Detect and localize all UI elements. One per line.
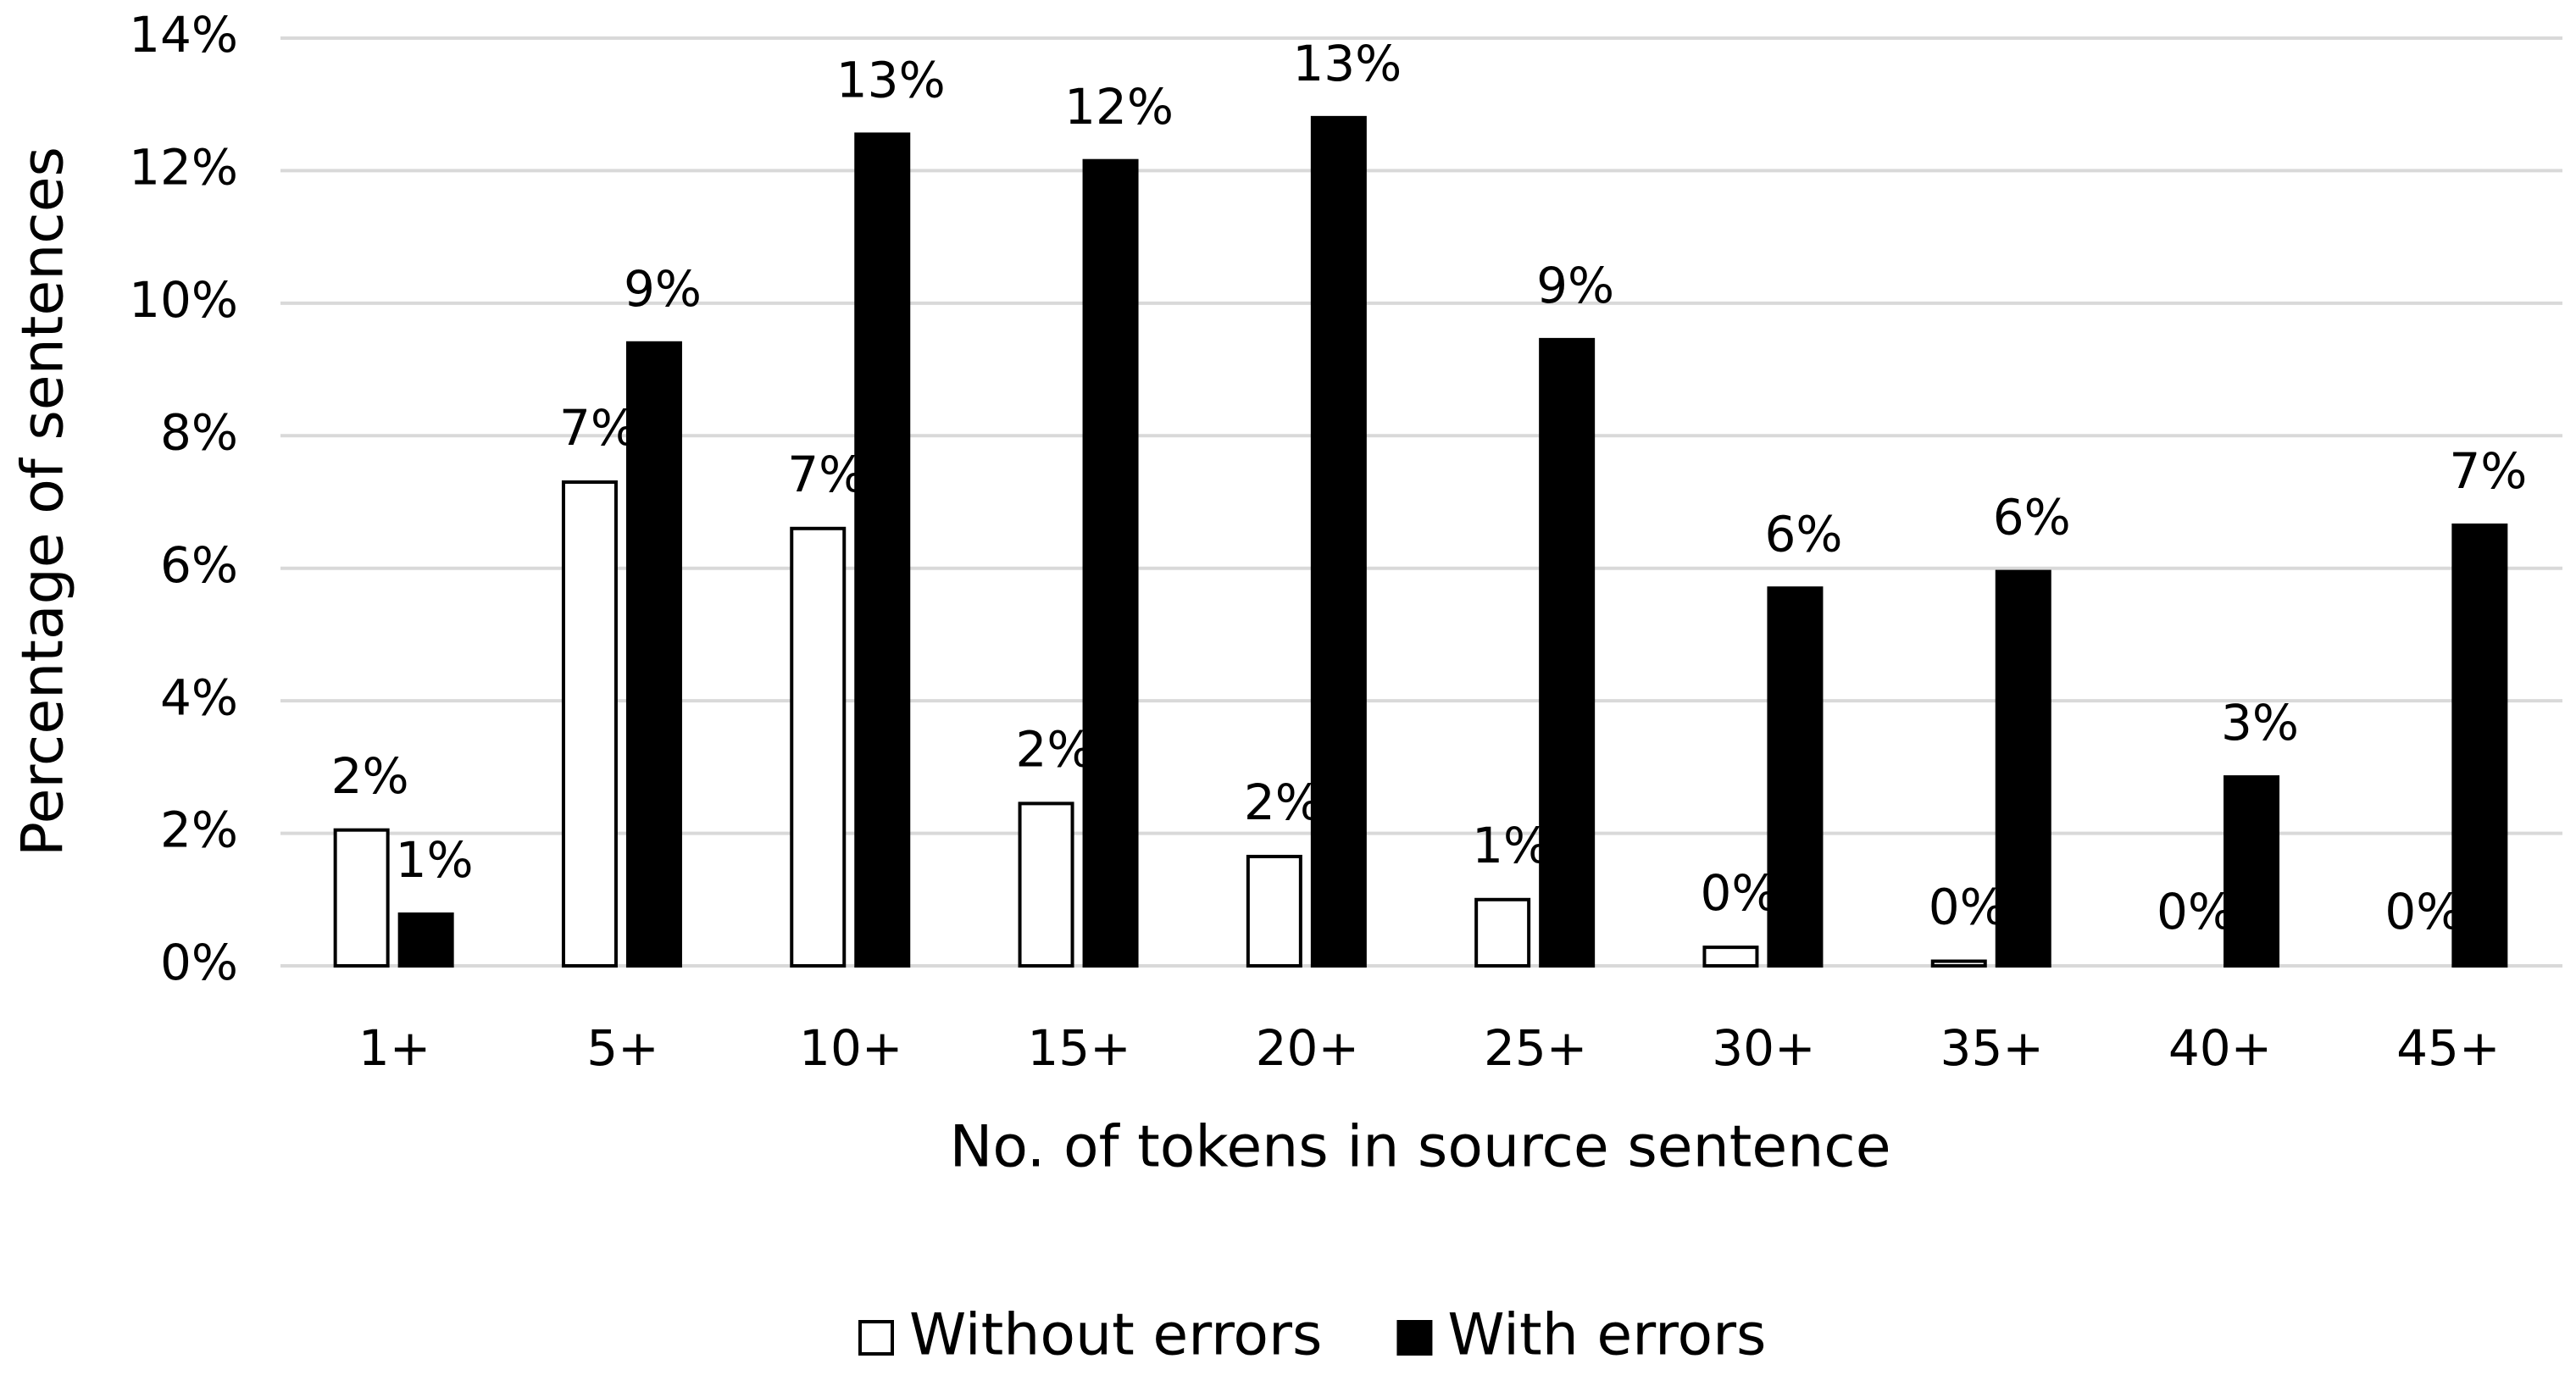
bar <box>1246 854 1302 968</box>
value-label: 6% <box>1993 489 2071 546</box>
y-tick-label: 14% <box>129 6 238 64</box>
bar <box>561 480 618 968</box>
value-label: 0% <box>1929 879 2007 936</box>
value-label: 9% <box>624 260 702 318</box>
x-tick-label: 1+ <box>358 1019 431 1077</box>
value-label: 7% <box>559 399 637 457</box>
x-tick-label: 10+ <box>799 1019 902 1077</box>
value-label: 13% <box>1292 35 1402 92</box>
bar <box>1702 946 1759 968</box>
bar <box>2223 775 2280 968</box>
x-tick-label: 5+ <box>586 1019 659 1077</box>
value-label: 13% <box>836 52 946 109</box>
x-tick-label: 40+ <box>2168 1019 2272 1077</box>
y-tick-label: 10% <box>129 271 238 329</box>
y-tick-label: 8% <box>160 403 238 461</box>
value-label: 1% <box>396 831 474 889</box>
x-tick-label: 15+ <box>1027 1019 1130 1077</box>
value-label: 3% <box>2221 694 2299 752</box>
legend-label: With errors <box>1447 1302 1766 1369</box>
bar <box>625 341 682 968</box>
x-tick-label: 35+ <box>1940 1019 2044 1077</box>
legend-swatch <box>858 1320 894 1356</box>
x-axis-title: No. of tokens in source sentence <box>949 1114 1890 1181</box>
value-label: 6% <box>1764 505 1842 563</box>
x-tick-label: 25+ <box>1484 1019 1587 1077</box>
value-label: 7% <box>787 446 865 503</box>
value-label: 1% <box>1472 817 1550 874</box>
y-tick-label: 4% <box>160 668 238 726</box>
bar <box>1310 115 1367 968</box>
bar <box>1018 801 1074 968</box>
bar <box>1539 337 1596 968</box>
value-label: 0% <box>2157 883 2235 940</box>
bar <box>1995 569 2051 968</box>
x-tick-label: 30+ <box>1712 1019 1815 1077</box>
value-label: 7% <box>2449 442 2527 500</box>
y-tick-label: 6% <box>160 536 238 594</box>
bar <box>397 912 454 968</box>
y-axis-title: Percentage of sentences <box>10 147 77 857</box>
bar <box>2451 523 2508 968</box>
y-tick-label: 0% <box>160 934 238 991</box>
value-label: 0% <box>2384 883 2462 940</box>
value-label: 9% <box>1536 257 1614 314</box>
bar <box>333 828 390 968</box>
legend-label: Without errors <box>909 1302 1322 1369</box>
x-tick-label: 20+ <box>1256 1019 1359 1077</box>
bar <box>1930 959 1987 968</box>
legend-swatch <box>1396 1320 1433 1356</box>
y-tick-label: 12% <box>129 139 238 197</box>
bar <box>854 132 911 968</box>
value-label: 0% <box>1700 864 1778 922</box>
y-tick-label: 2% <box>160 801 238 859</box>
bar <box>1082 158 1139 968</box>
value-label: 2% <box>1016 720 1094 778</box>
bar <box>1767 586 1824 968</box>
value-label: 2% <box>1244 774 1322 831</box>
bar <box>1474 897 1531 968</box>
value-label: 12% <box>1064 78 1174 136</box>
bar <box>790 526 847 968</box>
x-tick-label: 45+ <box>2396 1019 2500 1077</box>
value-label: 2% <box>331 747 409 805</box>
